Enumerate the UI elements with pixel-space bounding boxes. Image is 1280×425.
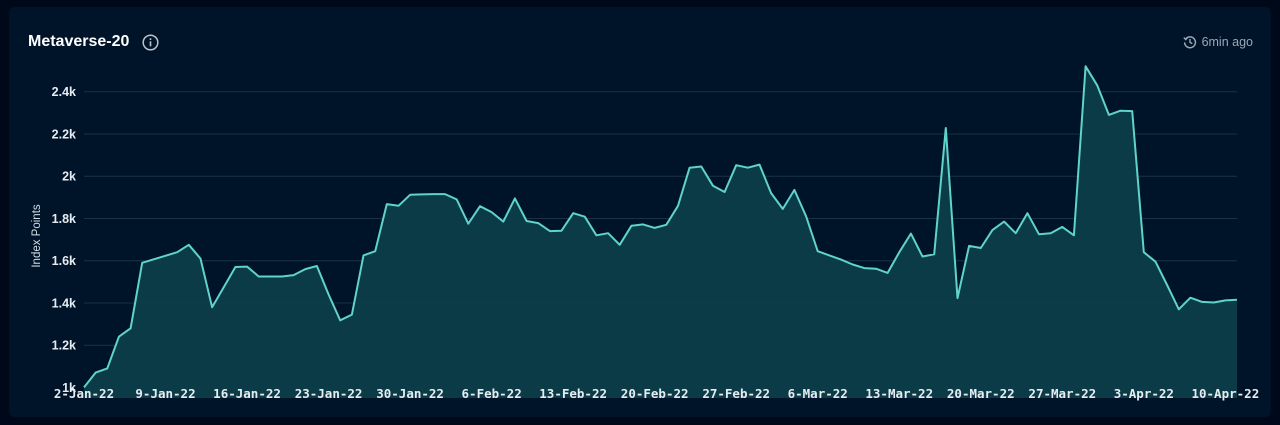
y-tick-label: 2.2k (52, 127, 76, 141)
x-tick-label: 27-Mar-22 (1028, 386, 1096, 401)
info-icon[interactable] (142, 34, 159, 51)
x-tick-label: 2-Jan-22 (54, 386, 114, 401)
y-tick-label: 1.2k (52, 339, 76, 353)
updated-time: 6min ago (1201, 35, 1253, 49)
y-tick-label: 2.4k (52, 85, 76, 99)
series-line (83, 65, 1238, 389)
x-axis-ticks: 2-Jan-22 9-Jan-22 16-Jan-22 23-Jan-22 30-Jan… (54, 386, 1259, 401)
x-tick-label: 3-Apr-22 (1114, 386, 1174, 401)
y-axis-label: Index Points (31, 204, 43, 268)
x-tick-label: 30-Jan-22 (376, 386, 444, 401)
history-icon (1182, 36, 1196, 49)
y-tick-label: 1.4k (52, 296, 76, 310)
chart-title: Metaverse-20 (28, 33, 130, 50)
x-tick-label: 13-Feb-22 (539, 386, 607, 401)
y-tick-label: 2k (62, 170, 76, 184)
x-tick-label: 23-Jan-22 (295, 386, 363, 401)
x-tick-label: 6-Feb-22 (462, 386, 522, 401)
y-tick-label: 1k (62, 381, 76, 395)
x-tick-label: 27-Feb-22 (702, 386, 770, 401)
y-axis-ticks: 1k 1.2k 1.4k 1.6k 1.8k 2k 2.2k 2.4k (52, 85, 76, 395)
series-area (84, 66, 1237, 399)
y-tick-label: 1.8k (52, 212, 76, 226)
x-tick-label: 6-Mar-22 (788, 386, 848, 401)
last-updated: 6min ago (1182, 35, 1253, 49)
x-tick-label: 20-Mar-22 (947, 386, 1015, 401)
x-tick-label: 16-Jan-22 (213, 386, 281, 401)
x-tick-label: 9-Jan-22 (135, 386, 195, 401)
x-tick-label: 13-Mar-22 (865, 386, 933, 401)
x-tick-label: 20-Feb-22 (621, 386, 689, 401)
y-tick-label: 1.6k (52, 254, 76, 268)
x-tick-label: 10-Apr-22 (1191, 386, 1259, 401)
